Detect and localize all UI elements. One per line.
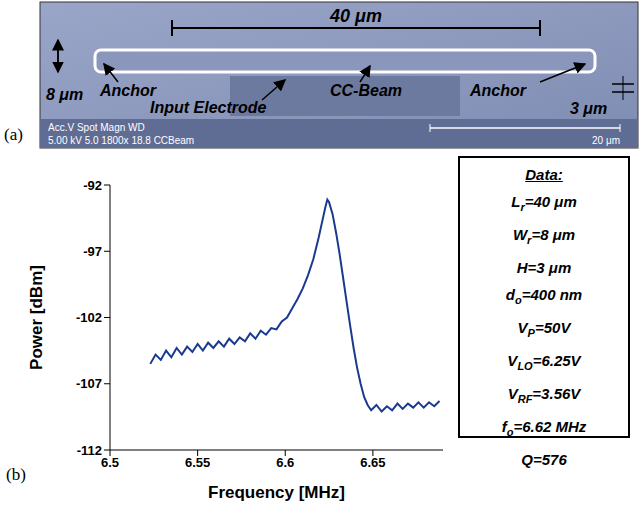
svg-text:Input Electrode: Input Electrode (150, 99, 267, 116)
svg-text:40 μm: 40 μm (329, 6, 382, 26)
html-text:do=400 nm: do=400 nm (505, 286, 583, 306)
svg-text:-97: -97 (83, 244, 102, 259)
html-text:Lr=40 μm: Lr=40 μm (511, 193, 577, 213)
svg-text:-107: -107 (76, 376, 102, 391)
html-text:Wr=8 μm: Wr=8 μm (512, 226, 575, 246)
svg-text:-92: -92 (83, 178, 102, 193)
html-text:VLO=6.25V: VLO=6.25V (507, 352, 581, 372)
html-text:VP=50V: VP=50V (517, 319, 571, 339)
html-text:(b): (b) (6, 465, 26, 484)
svg-text:CC-Beam: CC-Beam (330, 82, 402, 99)
svg-text:-112: -112 (77, 443, 102, 458)
svg-text:20 μm: 20 μm (592, 135, 620, 146)
svg-text:Anchor: Anchor (99, 82, 157, 99)
html-text:VRF=3.56V: VRF=3.56V (507, 385, 581, 405)
svg-text:6.5: 6.5 (101, 455, 119, 470)
html-text:Q =576: Q =576 (521, 451, 567, 468)
svg-text:5.00 kV 5.0 1800x 18.8 CCB: 5.00 kV 5.0 1800x 18.8 CCBeam (48, 135, 194, 146)
svg-text:Frequency [MHz]: Frequency [MHz] (208, 483, 345, 502)
svg-text:Acc.V Spot Magn WD: Acc.V Spot Magn WD (48, 122, 145, 133)
html-text:Data:: Data: (525, 166, 563, 183)
svg-text:-102: -102 (76, 310, 102, 325)
svg-text:6.65: 6.65 (360, 455, 385, 470)
svg-text:3 μm: 3 μm (570, 100, 607, 117)
html-text:fo=6.62 MHz: fo=6.62 MHz (501, 418, 587, 438)
svg-text:(a): (a) (4, 125, 23, 144)
svg-text:Anchor: Anchor (469, 82, 527, 99)
svg-text:8 μm: 8 μm (46, 86, 83, 103)
html-text:H =3 μm: H =3 μm (516, 259, 572, 276)
svg-text:6.6: 6.6 (276, 455, 294, 470)
svg-text:Power [dBm]: Power [dBm] (27, 265, 46, 370)
svg-text:6.55: 6.55 (185, 455, 210, 470)
